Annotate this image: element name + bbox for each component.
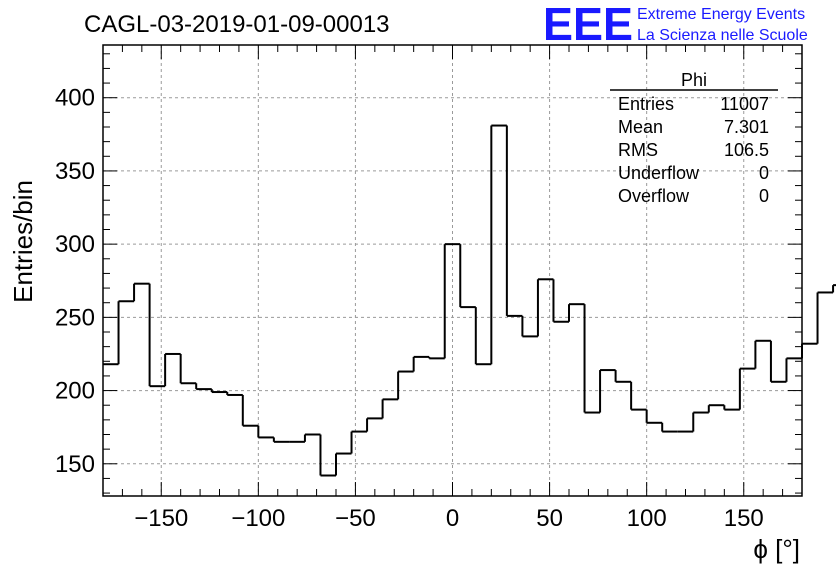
x-axis: −150 −100 −50 0 50 100 150 [102,45,803,532]
stats-value: 106.5 [724,140,769,160]
y-tick-label: 150 [55,451,95,478]
stats-label: Underflow [618,163,700,183]
x-tick-label: 150 [724,505,764,532]
x-tick-label: −100 [231,505,285,532]
logo-line-2: La Scienza nelle Scuole [637,27,808,44]
stats-box: Phi Entries 11007 Mean 7.301 RMS 106.5 Underfl… [610,70,778,206]
stats-label: Entries [618,94,674,114]
x-axis-title: ϕ [°] [753,534,800,564]
logo-line-1: Extreme Energy Events [637,6,805,23]
logo-mark: EEE [543,0,633,50]
y-tick-label: 250 [55,304,95,331]
stats-label: Mean [618,117,663,137]
y-tick-label: 200 [55,378,95,405]
y-tick-label: 300 [55,231,95,258]
eee-logo: EEE Extreme Energy Events La Scienza nel… [543,0,808,50]
y-axis-title: Entries/bin [8,180,38,303]
y-tick-label: 350 [55,158,95,185]
histogram-series [103,124,836,477]
x-tick-label: −150 [134,505,188,532]
stats-value: 7.301 [724,117,769,137]
y-axis: 150 200 250 300 350 400 [55,53,802,494]
stats-label: Overflow [618,186,690,206]
stats-box-title: Phi [681,70,707,90]
x-tick-label: 0 [446,505,459,532]
x-tick-label: 50 [536,505,563,532]
stats-value: 0 [759,163,769,183]
grid [103,45,802,496]
chart-title: CAGL-03-2019-01-09-00013 [84,11,390,38]
stats-value: 11007 [720,94,769,114]
stats-label: RMS [618,140,658,160]
stats-value: 0 [759,186,769,206]
x-tick-label: −50 [335,505,376,532]
y-tick-label: 400 [55,85,95,112]
x-tick-label: 100 [627,505,667,532]
